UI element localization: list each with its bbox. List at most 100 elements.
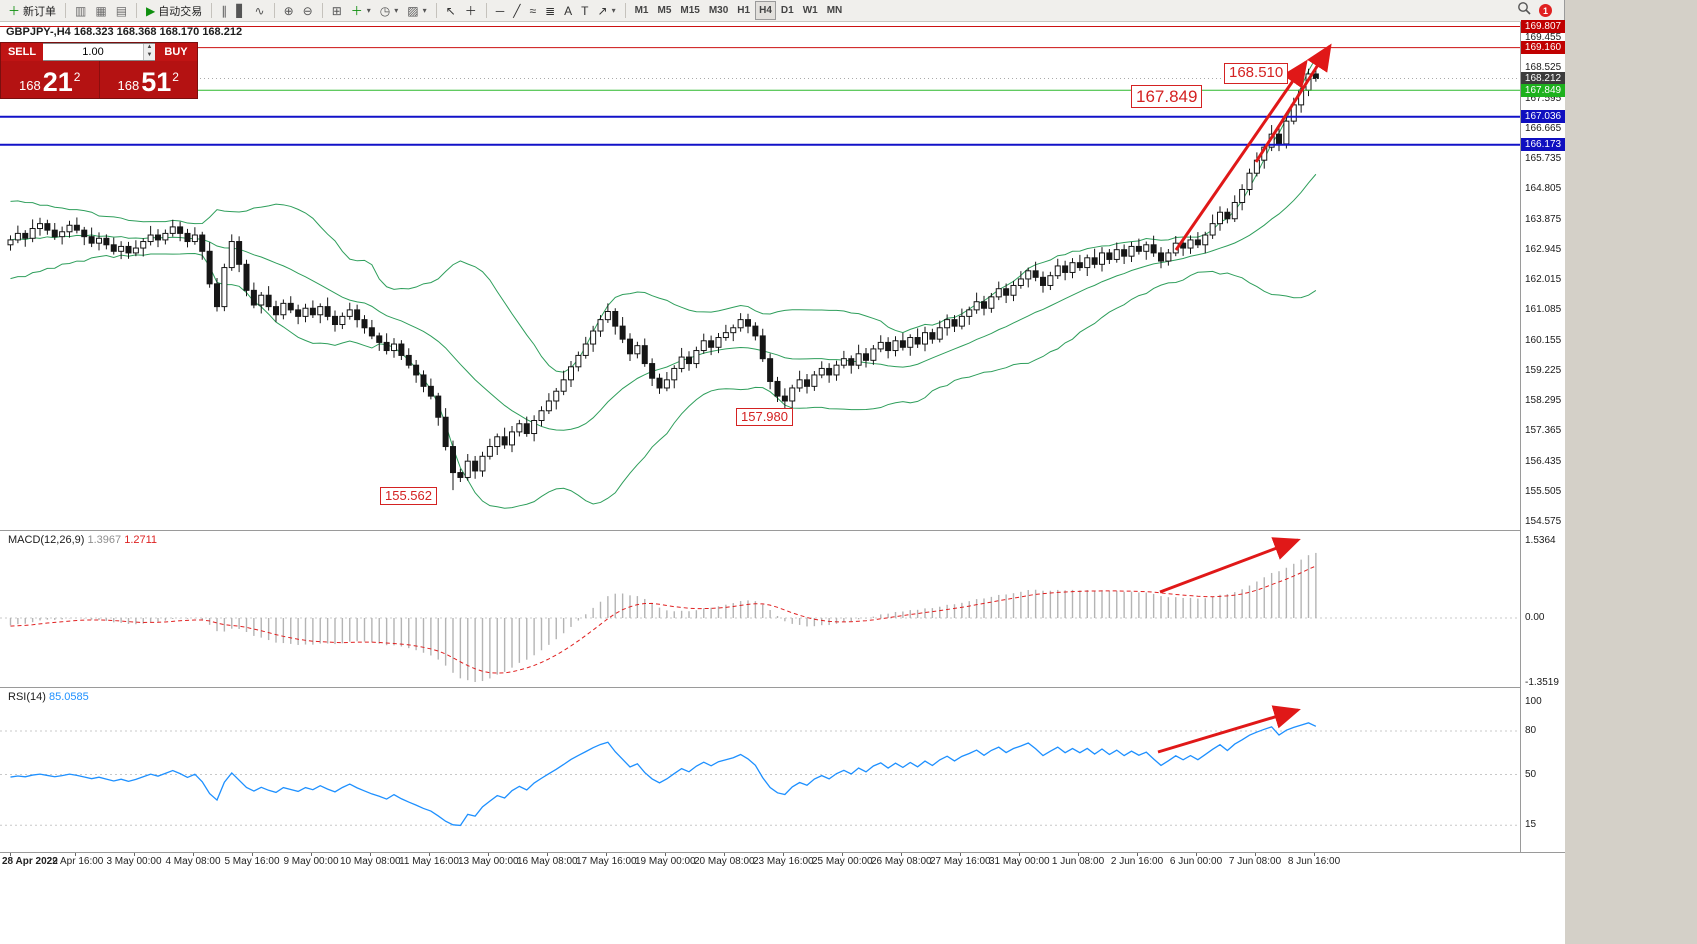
cursor-button[interactable]: ↖ — [442, 1, 460, 20]
macd-indicator-canvas[interactable] — [0, 531, 1520, 687]
panel-separator[interactable] — [0, 530, 1565, 531]
tf-m5-button-label: M5 — [657, 5, 672, 16]
time-tick — [1255, 853, 1256, 856]
bar-chart-icon: ∥ — [221, 3, 228, 18]
time-tick — [10, 853, 11, 856]
price-scale-label: 164.805 — [1525, 183, 1562, 195]
volume-input[interactable] — [43, 44, 143, 60]
candlestick-chart-canvas[interactable] — [0, 22, 1520, 530]
tile-windows-button[interactable]: ⊞ — [328, 1, 346, 20]
bar-chart-button[interactable]: ∥ — [217, 1, 231, 20]
sell-price-big: 21 — [42, 66, 73, 97]
time-label: 19 May 00:00 — [635, 856, 696, 867]
channel-button[interactable]: ≈ — [525, 1, 540, 20]
tf-h1-button-label: H1 — [737, 5, 751, 16]
rsi-label: RSI(14) 85.0585 — [8, 691, 89, 703]
candlestick-button[interactable]: ▋ — [232, 1, 249, 20]
level-lines[interactable] — [0, 26, 1520, 146]
macd-name: MACD(12,26,9) — [8, 534, 85, 546]
toolbar-separator — [485, 3, 487, 18]
arrows-button[interactable]: ↗ ▾ — [594, 1, 620, 20]
tf-m30-button[interactable]: M30 — [705, 1, 732, 20]
time-axis[interactable]: 28 Apr 2022 29 Apr 16:00 3 May 00:00 4 May … — [0, 852, 1565, 872]
text-icon: A — [564, 3, 573, 18]
dropdown-arrow-icon: ▾ — [422, 6, 427, 15]
channel-icon: ≈ — [529, 3, 537, 18]
text-button[interactable]: A — [560, 1, 576, 20]
toolbar: ＋新订单 ▥ ▦ ▤ ▶ 自动交易 ∥ ▋ ∿ ⊕ ⊖ ⊞ ＋ ▾ ◷ ▾ ▨ ▾ ↖ ＋ ─ ╱ ≈ ≣ A T ↗ ▾ M1 M5 M1… — [0, 0, 1564, 22]
text-label-button[interactable]: T — [577, 1, 592, 20]
time-tick — [1196, 853, 1197, 856]
buy-button[interactable]: BUY — [155, 43, 197, 61]
rsi-indicator-canvas[interactable] — [0, 688, 1520, 852]
time-tick — [75, 853, 76, 856]
price-annotation[interactable]: 168.510 — [1224, 63, 1289, 84]
periods-button[interactable]: ◷ ▾ — [376, 1, 403, 20]
autotrading-button[interactable]: ▶ 自动交易 — [142, 1, 206, 20]
template-icon: ▨ — [407, 3, 419, 18]
tf-m1-button[interactable]: M1 — [631, 1, 653, 20]
time-label: 20 May 08:00 — [694, 856, 755, 867]
trendline-icon: ╱ — [513, 3, 521, 18]
rsi-value: 85.0585 — [48, 691, 89, 703]
dropdown-arrow-icon: ▾ — [394, 6, 399, 15]
search-icon[interactable] — [1517, 1, 1531, 20]
price-scale-label: 162.015 — [1525, 274, 1562, 286]
toolbar-separator — [435, 3, 437, 18]
buy-price-prefix: 168 — [117, 78, 140, 93]
new-order-button[interactable]: ＋新订单 — [4, 1, 60, 20]
indicators-button[interactable]: ＋ ▾ — [347, 1, 375, 20]
zoom-out-button[interactable]: ⊖ — [299, 1, 317, 20]
templates-button[interactable]: ▨ ▾ — [403, 1, 430, 20]
price-annotation[interactable]: 155.562 — [380, 487, 437, 506]
time-tick — [193, 853, 194, 856]
tf-d1-button[interactable]: D1 — [777, 1, 798, 20]
toolbar-separator — [136, 3, 138, 18]
price-annotation[interactable]: 167.849 — [1131, 85, 1203, 109]
volume-down-icon[interactable]: ▼ — [144, 52, 155, 60]
tf-m30-button-label: M30 — [708, 5, 729, 16]
tf-m15-button[interactable]: M15 — [676, 1, 703, 20]
time-tick — [1078, 853, 1079, 856]
time-label: 5 May 16:00 — [224, 856, 280, 867]
tf-mn-button[interactable]: MN — [823, 1, 847, 20]
time-label: 31 May 00:00 — [989, 856, 1050, 867]
print-button[interactable]: ▤ — [112, 1, 131, 20]
macd-scale-label: 0.00 — [1525, 612, 1545, 623]
sell-price-display[interactable]: 168 21 2 — [1, 61, 100, 98]
time-label: 17 May 16:00 — [576, 856, 637, 867]
notification-badge[interactable]: 1 — [1539, 4, 1552, 17]
chart-symbol-header: GBPJPY-,H4 168.323 168.368 168.170 168.2… — [6, 26, 243, 38]
horizontal-line-button[interactable]: ─ — [492, 1, 509, 20]
market-watch-button[interactable]: ▥ — [71, 1, 90, 20]
fibonacci-button[interactable]: ≣ — [541, 1, 559, 20]
tf-h1-button[interactable]: H1 — [733, 1, 754, 20]
toolbar-separator — [211, 3, 213, 18]
buy-price-display[interactable]: 168 51 2 — [100, 61, 198, 98]
text-label-icon: T — [581, 3, 589, 18]
time-tick — [1019, 853, 1020, 856]
price-annotation[interactable]: 157.980 — [736, 408, 793, 427]
sell-button[interactable]: SELL — [1, 43, 43, 61]
tf-h4-button[interactable]: H4 — [755, 1, 776, 20]
sell-price-sup: 2 — [73, 70, 81, 84]
trendline-button[interactable]: ╱ — [509, 1, 524, 20]
volume-up-icon[interactable]: ▲ — [144, 44, 155, 52]
time-tick — [252, 853, 253, 856]
print-icon: ▤ — [115, 3, 128, 18]
crosshair-button[interactable]: ＋ — [461, 1, 481, 20]
price-axis[interactable]: 169.807 169.160 168.212 167.849 167.036 166.1… — [1521, 20, 1565, 852]
price-scale-label: 159.225 — [1525, 364, 1562, 376]
tf-w1-button[interactable]: W1 — [799, 1, 822, 20]
zoom-in-button[interactable]: ⊕ — [280, 1, 298, 20]
macd-signal-line — [10, 565, 1317, 674]
data-window-button[interactable]: ▦ — [91, 1, 110, 20]
panel-separator[interactable] — [0, 687, 1565, 688]
line-chart-button[interactable]: ∿ — [251, 1, 269, 20]
rsi-scale-label: 80 — [1525, 725, 1537, 736]
autotrading-icon: ▶ — [146, 3, 156, 18]
price-scale-label: 169.455 — [1525, 32, 1562, 43]
tf-m5-button[interactable]: M5 — [653, 1, 675, 20]
crosshair-icon: ＋ — [464, 3, 477, 18]
volume-field: ▲ ▼ — [43, 43, 155, 61]
